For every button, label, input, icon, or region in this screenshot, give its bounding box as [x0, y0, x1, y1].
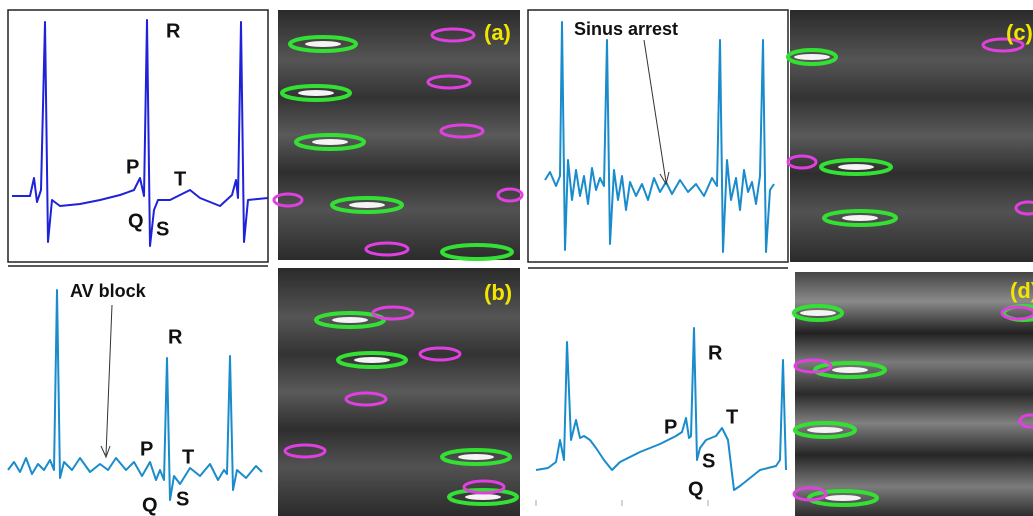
figure: R P T Q S (a) AV block R P T Q S (b) Sin…: [0, 0, 1033, 516]
ecg-frame: [528, 10, 788, 262]
arrow-head: [101, 446, 110, 457]
annotation: S: [176, 488, 189, 510]
spectrogram: [790, 10, 1033, 262]
annotation: T: [174, 168, 186, 190]
panel-a: R P T Q S (a): [8, 10, 522, 262]
annotation: R: [708, 342, 723, 364]
callout: Sinus arrest: [574, 19, 678, 39]
panel-label: (d): [1010, 278, 1033, 303]
panel-label: (a): [484, 20, 511, 45]
annotation: P: [664, 416, 677, 438]
panel-b: AV block R P T Q S (b): [8, 266, 520, 516]
annotation: T: [726, 406, 738, 428]
arrow: [106, 305, 112, 455]
panel-label: (b): [484, 280, 512, 305]
annotation: R: [166, 20, 181, 42]
annotation: Q: [128, 210, 144, 232]
panel-label: (c): [1006, 20, 1033, 45]
spectrogram: [278, 268, 520, 516]
callout: AV block: [70, 281, 147, 301]
ecg-trace: [536, 328, 786, 490]
annotation: R: [168, 326, 183, 348]
annotation: P: [126, 156, 139, 178]
annotation: S: [702, 450, 715, 472]
ecg-trace: [8, 290, 262, 500]
annotation: S: [156, 218, 169, 240]
annotation: T: [182, 446, 194, 468]
annotation: Q: [142, 494, 158, 516]
annotation: P: [140, 438, 153, 460]
panel-c: Sinus arrest (c): [528, 10, 1033, 262]
panel-d: R P T S Q (d): [528, 268, 1033, 516]
annotation: Q: [688, 478, 704, 500]
